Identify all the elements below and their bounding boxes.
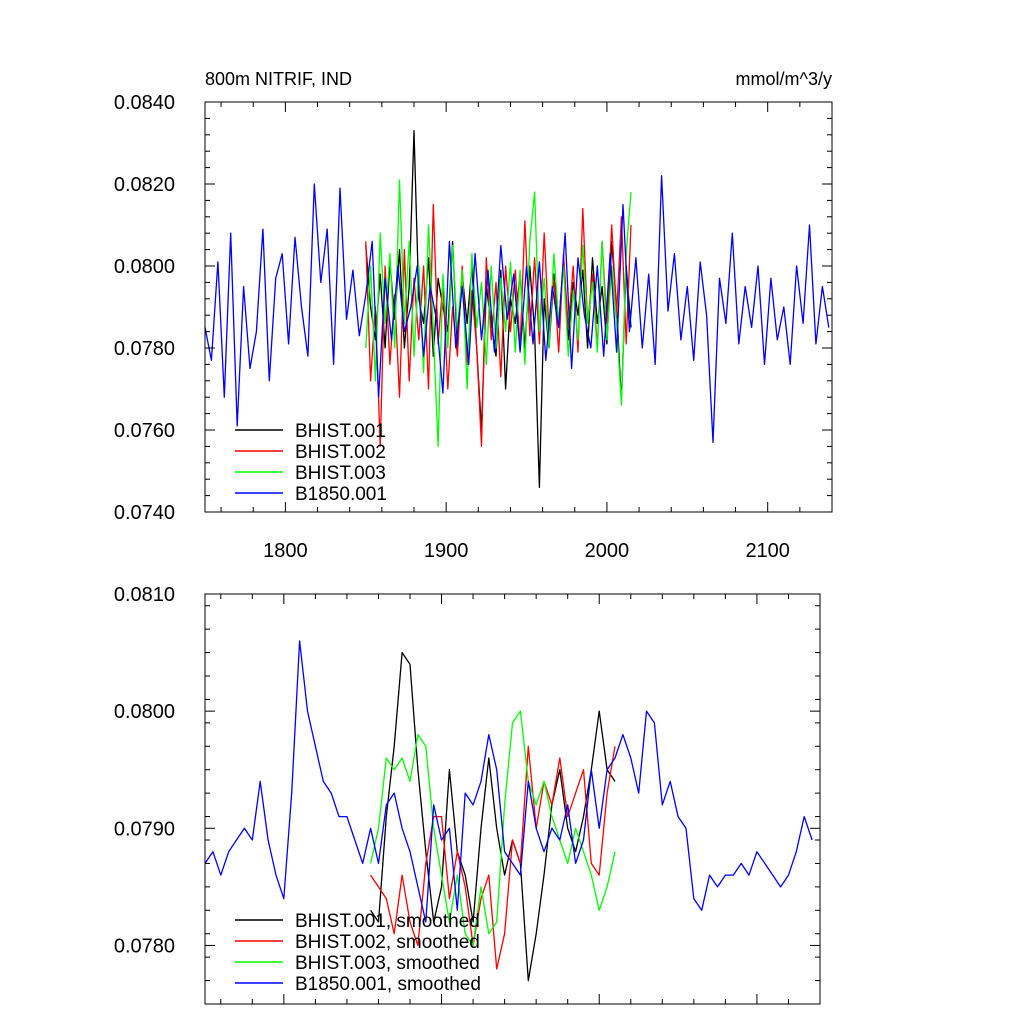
legend-label-bhist-003-smoothed: BHIST.003, smoothed xyxy=(295,953,480,974)
y-tick-label: 0.0800 xyxy=(114,256,175,278)
y-tick-label: 0.0780 xyxy=(114,935,175,957)
y-tick-label: 0.0780 xyxy=(114,338,175,360)
top-plot-frame xyxy=(204,101,833,513)
x-tick-label: 2100 xyxy=(745,540,790,562)
top-series-group xyxy=(204,130,830,489)
bottom-plot-frame xyxy=(204,593,821,1005)
series-line-b1850-001-smoothed xyxy=(204,640,813,923)
legend-label-bhist-002: BHIST.002 xyxy=(295,442,386,463)
legend-label-bhist-001: BHIST.001 xyxy=(295,421,386,442)
y-tick-label: 0.0760 xyxy=(114,420,175,442)
bottom-axes: 0.0780 0.0790 0.0800 0.0810 xyxy=(114,584,821,1005)
series-line-bhist-003 xyxy=(365,179,632,448)
bottom-panel: 0.0780 0.0790 0.0800 0.0810 BHIST.001, smoo… xyxy=(114,584,821,1005)
top-panel-units: mmol/m^3/y xyxy=(736,69,832,89)
y-tick-label: 0.0740 xyxy=(114,502,175,524)
y-tick-label: 0.0800 xyxy=(114,701,175,723)
legend-label-b1850-001: B1850.001 xyxy=(295,484,387,505)
legend-label-bhist-001-smoothed: BHIST.001, smoothed xyxy=(295,911,480,932)
x-tick-label: 1800 xyxy=(263,540,308,562)
y-tick-label: 0.0820 xyxy=(114,174,175,196)
y-tick-label: 0.0790 xyxy=(114,818,175,840)
legend-label-bhist-003: BHIST.003 xyxy=(295,463,386,484)
top-axes: 0.0740 0.0760 0.0780 0.0800 0.0820 0.0840 1800… xyxy=(114,92,833,562)
series-line-b1850-001 xyxy=(204,175,830,443)
bottom-series-group xyxy=(204,640,813,982)
series-line-bhist-001-smoothed xyxy=(370,651,616,982)
series-line-bhist-003-smoothed xyxy=(369,710,616,947)
series-line-bhist-002-smoothed xyxy=(370,745,616,970)
legend-label-b1850-001-smoothed: B1850.001, smoothed xyxy=(295,974,481,995)
x-tick-label: 1900 xyxy=(424,540,469,562)
y-tick-label: 0.0810 xyxy=(114,584,175,606)
top-panel-title: 800m NITRIF, IND xyxy=(205,69,352,89)
y-tick-label: 0.0840 xyxy=(114,92,175,114)
x-tick-label: 2000 xyxy=(585,540,630,562)
legend-label-bhist-002-smoothed: BHIST.002, smoothed xyxy=(295,932,480,953)
top-panel: 800m NITRIF, IND mmol/m^3/y 0.0740 0.0760… xyxy=(114,69,833,562)
